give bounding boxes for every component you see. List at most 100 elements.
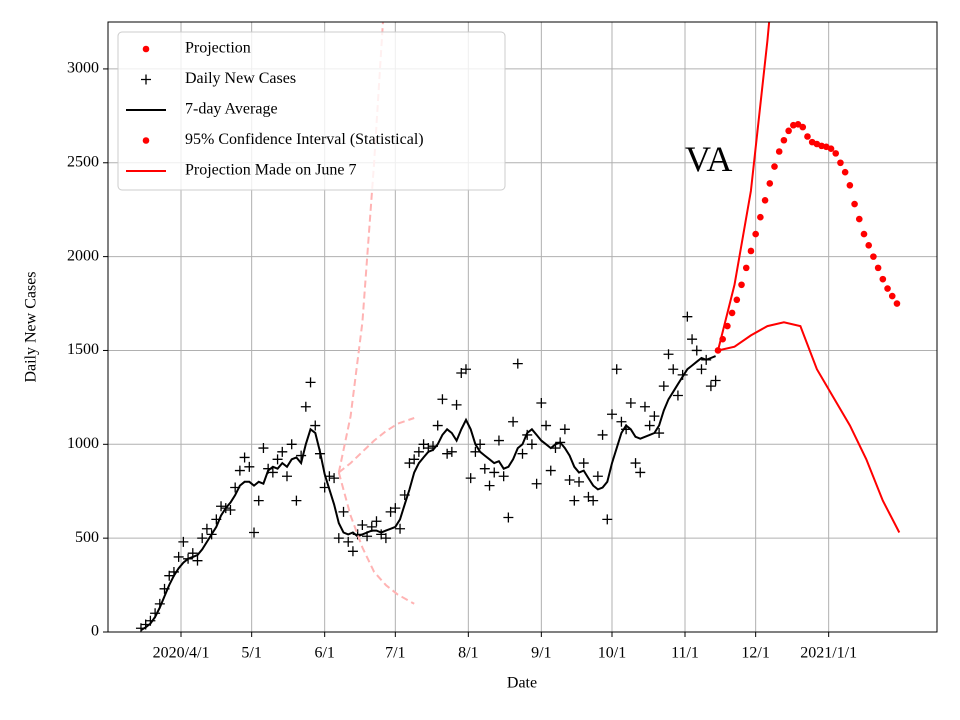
projection-dot <box>884 285 891 292</box>
case-marker <box>465 473 476 484</box>
case-marker <box>625 398 636 409</box>
y-tick-label: 500 <box>75 529 99 546</box>
projection-dot <box>733 296 741 304</box>
y-tick-label: 0 <box>91 623 99 640</box>
x-tick-label: 2020/4/1 <box>153 645 210 662</box>
case-marker <box>286 439 297 450</box>
case-marker <box>696 364 707 375</box>
case-marker <box>197 533 208 544</box>
case-marker <box>569 495 580 506</box>
case-marker <box>484 480 495 491</box>
case-marker <box>357 520 368 531</box>
case-marker <box>201 523 212 534</box>
case-marker <box>687 334 698 345</box>
projection-dot <box>827 145 835 152</box>
projection-dot <box>851 200 858 208</box>
case-marker <box>329 473 340 484</box>
legend-marker <box>142 45 150 53</box>
case-marker <box>451 399 462 410</box>
y-axis-label: Daily New Cases <box>23 271 40 382</box>
ci-lower <box>717 321 901 533</box>
projection-dot <box>832 150 840 157</box>
case-marker <box>470 446 481 457</box>
case-marker <box>592 471 603 482</box>
case-marker <box>272 454 283 465</box>
case-marker <box>178 536 189 547</box>
case-marker <box>710 375 721 386</box>
case-marker <box>602 514 613 525</box>
case-marker <box>559 424 570 435</box>
case-marker <box>380 533 391 544</box>
case-marker <box>489 467 500 478</box>
case-marker <box>654 428 665 439</box>
case-marker <box>300 401 311 412</box>
case-marker <box>239 452 250 463</box>
legend-box <box>117 31 506 191</box>
case-marker <box>333 533 344 544</box>
case-marker <box>258 443 269 454</box>
case-marker <box>442 448 453 459</box>
case-marker <box>597 429 608 440</box>
y-tick-label: 2000 <box>67 247 99 264</box>
case-marker <box>630 458 641 469</box>
case-marker <box>277 446 288 457</box>
case-marker <box>588 495 599 506</box>
projection-dot <box>761 197 769 204</box>
case-marker <box>267 467 278 478</box>
case-marker <box>343 536 354 547</box>
projection-dot <box>855 215 863 223</box>
case-marker <box>437 394 448 405</box>
case-marker <box>244 461 255 472</box>
case-marker <box>606 409 617 420</box>
case-marker <box>644 420 655 431</box>
legend-label: Projection <box>185 40 251 57</box>
projection-dot <box>865 242 873 249</box>
case-marker <box>574 476 585 487</box>
projection-dot <box>742 264 750 272</box>
case-marker <box>498 471 509 482</box>
x-tick-label: 8/1 <box>458 645 478 662</box>
case-marker <box>371 516 382 527</box>
case-marker <box>639 401 650 412</box>
case-marker <box>691 345 702 356</box>
x-tick-label: 11/1 <box>671 645 699 662</box>
june-projection-line <box>338 417 415 474</box>
case-marker <box>616 416 627 427</box>
projection-dot <box>804 133 811 140</box>
case-marker <box>611 364 622 375</box>
case-marker <box>395 523 406 534</box>
projection-dot <box>874 264 882 272</box>
projection-dot <box>879 275 887 283</box>
case-marker <box>173 551 184 562</box>
case-marker <box>249 527 260 538</box>
legend-label: 7-day Average <box>185 101 278 118</box>
projection-dot <box>728 309 736 317</box>
average-line <box>140 355 716 631</box>
projection-dot <box>846 181 854 189</box>
legend-marker <box>142 137 150 144</box>
projection-dot <box>799 123 807 131</box>
x-tick-label: 2021/1/1 <box>800 645 857 662</box>
case-marker <box>668 364 679 375</box>
projection-dot <box>870 253 877 260</box>
case-marker <box>225 505 236 515</box>
projection-dot <box>785 127 792 135</box>
plot-frame <box>107 21 938 633</box>
case-marker <box>503 512 514 523</box>
projection-dot <box>860 230 868 238</box>
case-marker <box>432 420 443 431</box>
case-marker <box>216 501 227 512</box>
y-tick-label: 1500 <box>67 341 99 358</box>
case-marker <box>526 439 537 450</box>
y-tick-label: 2500 <box>67 153 99 170</box>
case-marker <box>310 420 321 431</box>
ci-upper <box>717 22 771 351</box>
case-marker <box>475 439 486 450</box>
case-marker <box>409 454 420 465</box>
case-marker <box>545 465 556 476</box>
axis-layer: 0 500 1000 1500 2000 2500 3000 2020/4/1 5/1 6/1 7/… <box>67 60 857 662</box>
case-marker <box>672 390 683 401</box>
x-tick-label: 6/1 <box>314 645 334 662</box>
x-tick-label: 10/1 <box>598 645 626 662</box>
annotation: VA <box>685 139 732 179</box>
